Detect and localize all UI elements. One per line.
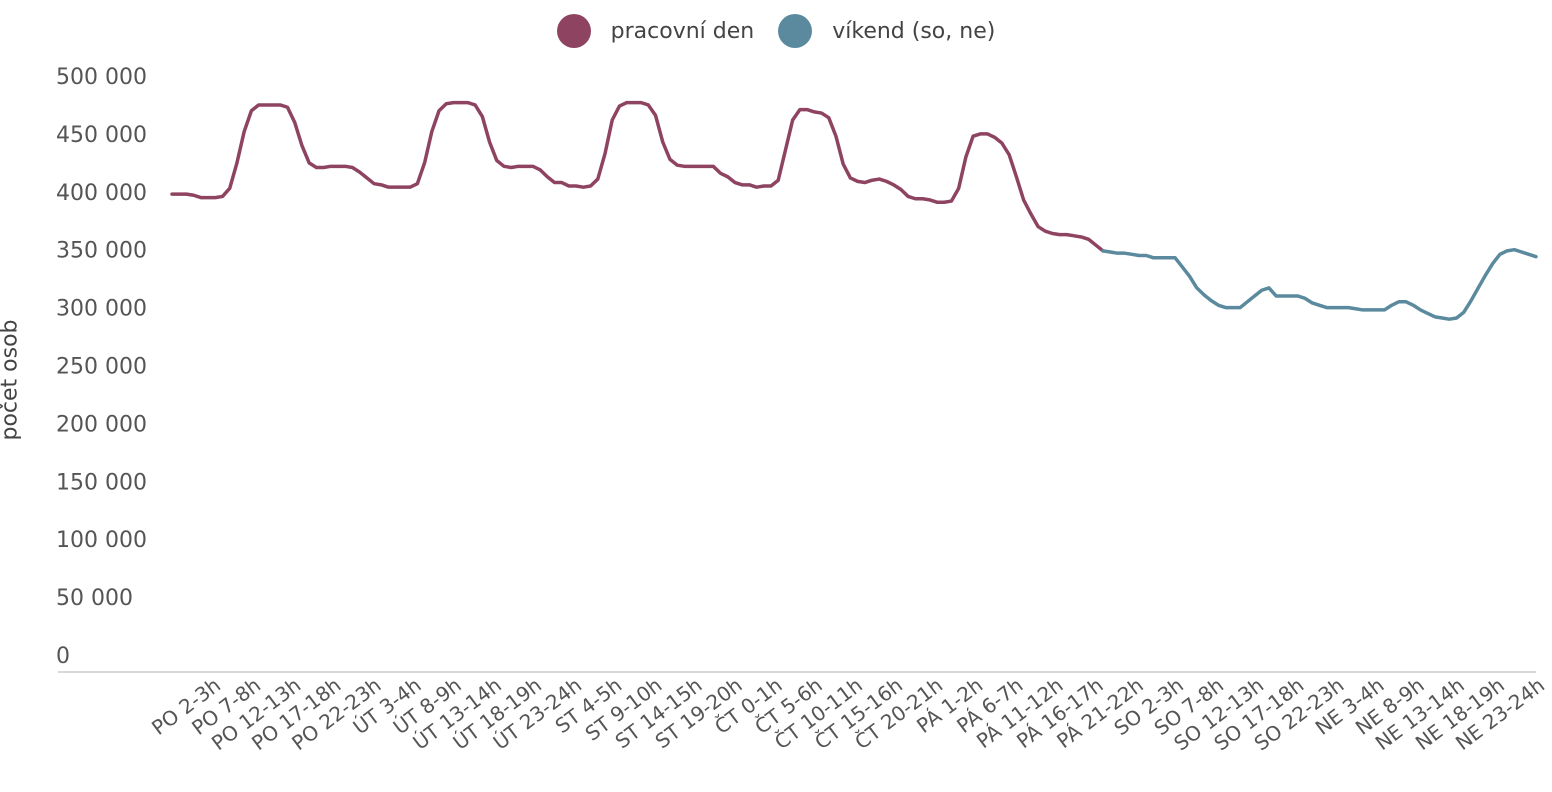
y-tick-label: 100 000 (56, 528, 147, 553)
legend-label-weekday: pracovní den (610, 18, 755, 44)
y-tick-label: 400 000 (56, 181, 147, 206)
y-tick-label: 250 000 (56, 355, 147, 380)
legend: pracovní den víkend (so, ne) (0, 14, 1552, 48)
y-tick-label: 200 000 (56, 412, 147, 437)
y-tick-label: 0 (56, 644, 70, 669)
legend-label-weekend: víkend (so, ne) (832, 18, 996, 44)
y-tick-label: 50 000 (56, 586, 133, 611)
series-line-weekday (170, 100, 1105, 253)
legend-swatch-weekend (778, 14, 813, 48)
y-tick-label: 300 000 (56, 297, 147, 322)
y-tick-label: 350 000 (56, 239, 147, 264)
y-tick-label: 500 000 (56, 65, 147, 90)
legend-item-weekday[interactable]: pracovní den (556, 14, 755, 48)
legend-swatch-weekday (556, 14, 591, 48)
series-line-weekend (1101, 247, 1538, 321)
y-tick-label: 150 000 (56, 470, 147, 495)
legend-item-weekend[interactable]: víkend (so, ne) (778, 14, 995, 48)
y-tick-label: 450 000 (56, 123, 147, 148)
